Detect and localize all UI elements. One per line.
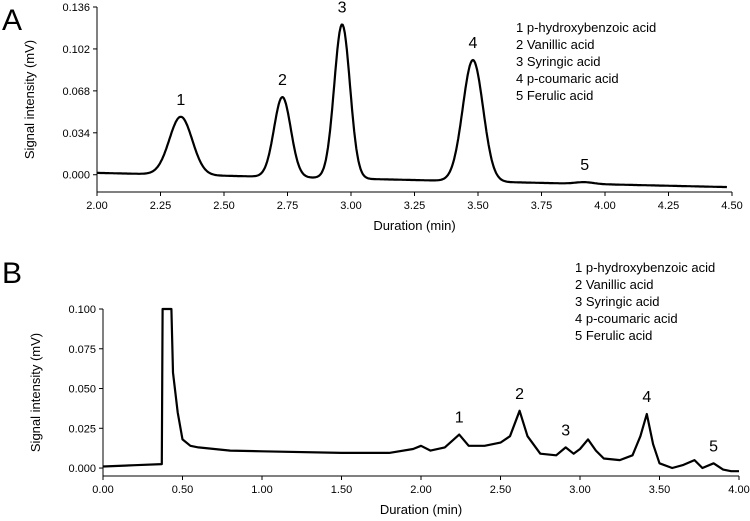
panel-a-x-tick-label: 2.75 — [277, 200, 298, 212]
panel-a-x-axis-label: Duration (min) — [373, 218, 455, 233]
panel-b-x-tick-label: 4.00 — [728, 484, 749, 496]
panel-b-y-tick-label: 0.000 — [68, 463, 96, 475]
panel-b-peak-label-5: 5 — [709, 438, 718, 455]
panel-a-legend: 1 p-hydroxybenzoic acid 2 Vanillic acid … — [516, 20, 656, 103]
panel-a-x-tick-label: 4.25 — [658, 200, 679, 212]
panel-a-peak-label-3: 3 — [338, 0, 347, 16]
panel-a-x-tick-label: 3.75 — [531, 200, 552, 212]
panel-b-x-axis-label: Duration (min) — [380, 502, 462, 517]
panel-b-x-tick-label: 0.50 — [172, 484, 193, 496]
panel-a-x-tick-label: 2.50 — [213, 200, 234, 212]
panel-a-peak-label-1: 1 — [176, 92, 185, 109]
panel-a-legend-entry-4: 4 p-coumaric acid — [516, 71, 619, 86]
panel-b-legend: 1 p-hydroxybenzoic acid 2 Vanillic acid … — [575, 260, 715, 343]
panel-b-legend-entry-5: 5 Ferulic acid — [575, 328, 652, 343]
panel-b-legend-entry-1: 1 p-hydroxybenzoic acid — [575, 260, 715, 275]
panel-b-peak-label-1: 1 — [455, 410, 464, 427]
panel-b-x-tick-label: 1.50 — [331, 484, 352, 496]
panel-b-legend-entry-3: 3 Syringic acid — [575, 294, 660, 309]
panel-b-peak-label-3: 3 — [561, 422, 570, 439]
panel-b-chart: 0.00 0.50 1.00 1.50 2.00 2.50 3.00 3.50 4.00 0.00… — [28, 304, 750, 517]
panel-b-x-tick-label: 3.00 — [569, 484, 590, 496]
panel-b-label: B — [2, 257, 22, 290]
panel-a-legend-entry-2: 2 Vanillic acid — [516, 37, 595, 52]
panel-a-x-tick-label: 4.00 — [594, 200, 615, 212]
panel-a-chart: 2.00 2.25 2.50 2.75 3.00 3.25 3.50 3.75 4.00 4.25… — [22, 0, 743, 233]
panel-b-legend-entry-4: 4 p-coumaric acid — [575, 311, 678, 326]
panel-a-x-tick-label: 3.25 — [404, 200, 425, 212]
panel-b-x-tick-label: 2.00 — [410, 484, 431, 496]
panel-b-x-tick-label: 2.50 — [490, 484, 511, 496]
panel-b-y-tick-label: 0.100 — [68, 304, 96, 316]
panel-a-y-tick-label: 0.034 — [62, 128, 90, 140]
panel-b-chromatogram-trace — [102, 307, 739, 473]
panel-a-x-tick-label: 2.00 — [86, 200, 107, 212]
panel-b-y-tick-label: 0.025 — [68, 423, 96, 435]
panel-a-x-tick-label: 3.50 — [467, 200, 488, 212]
panel-a-x-tick-label: 3.00 — [340, 200, 361, 212]
panel-a-legend-entry-5: 5 Ferulic acid — [516, 88, 593, 103]
panel-a-peak-label-4: 4 — [468, 35, 477, 52]
panel-a-y-tick-label: 0.000 — [62, 170, 90, 182]
panel-a-legend-entry-3: 3 Syringic acid — [516, 54, 601, 69]
panel-b-legend-entry-2: 2 Vanillic acid — [575, 277, 654, 292]
panel-a-chromatogram-trace — [96, 23, 728, 189]
panel-a-y-tick-label: 0.068 — [62, 86, 90, 98]
panel-a-peak-label-2: 2 — [278, 72, 287, 89]
panel-a-label: A — [2, 4, 22, 37]
panel-b-peak-label-4: 4 — [642, 389, 651, 406]
panel-a-y-tick-label: 0.136 — [62, 2, 90, 14]
panel-b-y-tick-label: 0.050 — [68, 384, 96, 396]
panel-a-y-axis-label: Signal intensity (mV) — [22, 40, 37, 159]
panel-b-x-tick-label: 3.50 — [649, 484, 670, 496]
panel-b-x-tick-label: 1.00 — [251, 484, 272, 496]
panel-a-legend-entry-1: 1 p-hydroxybenzoic acid — [516, 20, 656, 35]
panel-a-y-tick-label: 0.102 — [62, 44, 90, 56]
panel-b-peak-label-2: 2 — [515, 386, 524, 403]
panel-b-y-axis-label: Signal intensity (mV) — [28, 333, 43, 452]
panel-b-x-tick-label: 0.00 — [92, 484, 113, 496]
panel-a-peak-label-5: 5 — [580, 157, 589, 174]
panel-a-x-tick-label: 4.50 — [721, 200, 742, 212]
panel-b-y-tick-label: 0.075 — [68, 344, 96, 356]
panel-a-x-tick-label: 2.25 — [150, 200, 171, 212]
